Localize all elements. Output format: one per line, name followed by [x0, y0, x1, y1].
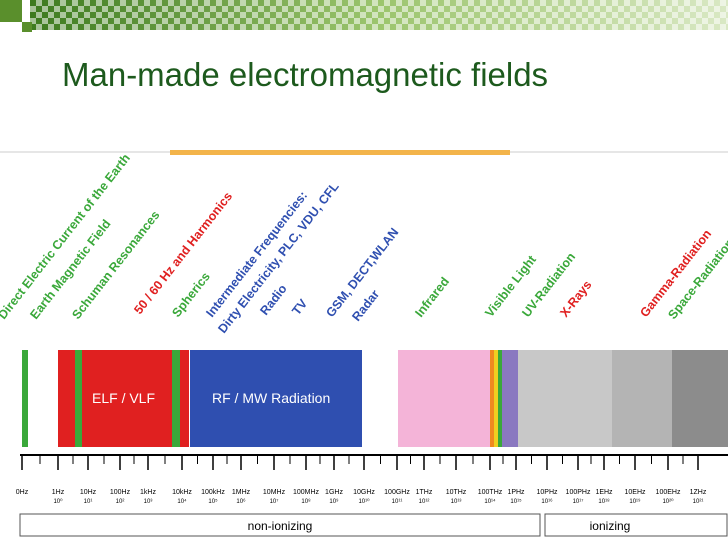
source-label: TV [289, 296, 310, 318]
frequency-power: 10¹⁸ [598, 498, 610, 505]
spectrum-segment [494, 350, 498, 447]
frequency-power: 10⁷ [270, 498, 279, 505]
region-box [544, 513, 728, 537]
frequency-power: 10⁸ [301, 498, 311, 505]
frequency-power: 10⁵ [208, 498, 218, 505]
spectrum-segment [75, 350, 82, 447]
header-decoration [0, 0, 728, 32]
frequency-label: 1kHz [140, 489, 156, 496]
frequency-power: 10² [116, 499, 125, 505]
image-strip [170, 150, 510, 155]
frequency-power: 10⁴ [177, 498, 187, 505]
spectrum-segment [180, 350, 189, 447]
spectrum-segment [22, 350, 28, 447]
spectrum-segment [82, 350, 172, 447]
frequency-power: 10⁹ [329, 498, 339, 505]
frequency-power: 10¹³ [451, 499, 462, 505]
frequency-power: 10¹⁰ [358, 498, 370, 505]
spectrum-segment [672, 350, 728, 447]
frequency-label: 10THz [446, 489, 467, 496]
spectrum-segment [498, 350, 502, 447]
spectrum-segment [612, 350, 672, 447]
band-label: RF / MW Radiation [212, 390, 330, 406]
frequency-label: 10EHz [624, 489, 646, 496]
frequency-label: 10PHz [536, 489, 558, 496]
band-label: ELF / VLF [92, 390, 155, 406]
frequency-power: 10⁶ [236, 498, 246, 505]
frequency-power: 10¹ [84, 499, 93, 505]
source-label: Infrared [412, 275, 452, 320]
spectrum-segment [490, 350, 494, 447]
frequency-power: 10²⁰ [662, 498, 674, 505]
frequency-power: 10⁰ [53, 498, 63, 505]
slide-title: Man-made electromagnetic fields [62, 56, 548, 93]
frequency-label: 100EHz [656, 489, 681, 496]
frequency-label: 1MHz [232, 489, 251, 496]
frequency-power: 10¹⁶ [541, 498, 553, 505]
frequency-power: 10¹⁹ [629, 498, 641, 505]
frequency-label: 100MHz [293, 489, 320, 496]
frequency-label: 10MHz [263, 489, 286, 496]
frequency-label: 100kHz [201, 489, 225, 496]
frequency-label: 1PHz [507, 489, 525, 496]
source-label: X-Rays [557, 278, 594, 320]
frequency-label: 100PHz [566, 489, 591, 496]
region-label: non-ionizing [248, 519, 313, 533]
frequency-power: 10¹⁵ [510, 498, 522, 505]
frequency-label: 1Hz [52, 489, 65, 496]
source-label: Dirty Electricity, PLC, VDU, CFL [215, 179, 342, 336]
frequency-label: 10GHz [353, 489, 375, 496]
frequency-label: 1ZHz [690, 489, 707, 496]
frequency-power: 10¹⁷ [573, 498, 584, 505]
frequency-label: 100THz [478, 489, 503, 496]
frequency-label: 10Hz [80, 489, 97, 496]
source-label: Direct Electric Current of the Earth [0, 151, 133, 322]
region-box [19, 513, 541, 537]
frequency-label: 1THz [416, 489, 433, 496]
spectrum-segment [502, 350, 518, 447]
frequency-label: 100GHz [384, 489, 410, 496]
frequency-label: 100Hz [110, 489, 131, 496]
spectrum-segment [58, 350, 75, 447]
frequency-power: 10¹¹ [392, 499, 403, 505]
frequency-label: 10kHz [172, 489, 192, 496]
frequency-label: 1GHz [325, 489, 343, 496]
region-label: ionizing [590, 519, 631, 533]
frequency-power: 10¹⁴ [484, 498, 496, 505]
frequency-power: 10³ [144, 499, 153, 505]
spectrum-segment [172, 350, 180, 447]
spectrum-segment [518, 350, 612, 447]
frequency-power: 10¹² [419, 499, 430, 505]
spectrum-segment [398, 350, 490, 447]
frequency-power: 10²¹ [693, 499, 704, 505]
frequency-label: 1EHz [595, 489, 613, 496]
spectrum-segment [190, 350, 362, 447]
frequency-label: 0Hz [16, 489, 29, 496]
